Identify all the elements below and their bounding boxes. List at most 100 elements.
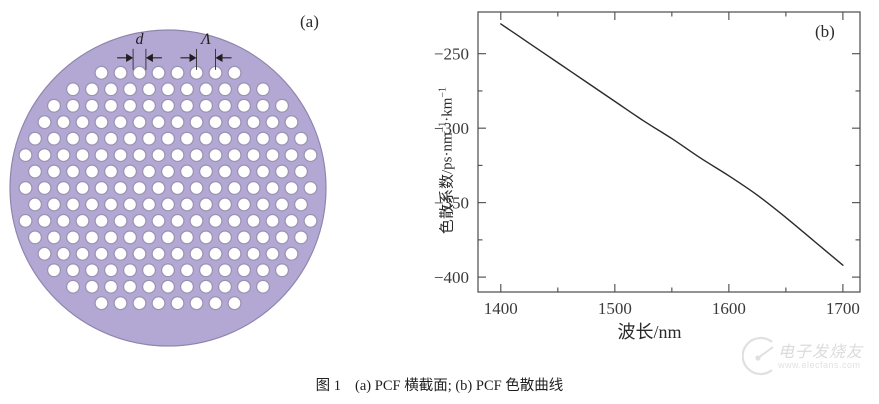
pcf-air-hole <box>37 180 52 196</box>
pcf-air-hole <box>160 263 176 278</box>
pcf-air-hole <box>103 164 119 179</box>
pcf-air-hole <box>122 131 138 146</box>
pcf-air-hole <box>246 213 261 228</box>
pcf-air-hole <box>122 263 138 278</box>
pcf-air-hole <box>141 263 157 278</box>
pcf-air-hole <box>274 164 290 179</box>
pcf-air-hole <box>151 246 166 261</box>
y-axis-tick-label: −350 <box>434 194 469 213</box>
pcf-air-hole <box>255 197 271 212</box>
watermark-url-text: www.elecfans.com <box>778 360 861 370</box>
pcf-air-hole <box>94 246 109 261</box>
pcf-air-hole <box>37 246 52 261</box>
pcf-air-hole <box>160 98 176 113</box>
pcf-air-hole <box>113 115 128 130</box>
pcf-air-hole <box>293 230 309 245</box>
pcf-air-hole <box>265 180 280 196</box>
pcf-air-hole <box>160 82 176 97</box>
pcf-air-hole <box>75 180 90 196</box>
x-axis-tick-label: 1500 <box>598 299 632 318</box>
pcf-air-hole <box>236 98 252 113</box>
pcf-air-hole <box>274 197 290 212</box>
pcf-air-hole <box>246 115 261 130</box>
pcf-air-hole <box>255 82 271 97</box>
pcf-air-hole <box>122 279 138 294</box>
pcf-air-hole <box>217 164 233 179</box>
pcf-air-hole <box>236 263 252 278</box>
dispersion-curve-plot: 1400 1500 1600 1700 −250 −300 −350 −400 <box>434 11 861 318</box>
pcf-air-hole <box>122 230 138 245</box>
pcf-air-hole <box>84 82 100 97</box>
pcf-air-hole <box>94 180 109 196</box>
pcf-air-hole <box>37 148 52 163</box>
pcf-air-hole <box>84 263 100 278</box>
pcf-air-hole <box>246 180 261 196</box>
pcf-air-hole <box>94 148 109 163</box>
pcf-air-hole <box>151 213 166 228</box>
pcf-air-hole <box>189 296 204 311</box>
pcf-air-hole <box>236 230 252 245</box>
dimension-arrow-head <box>189 53 197 63</box>
pcf-air-hole <box>208 148 223 163</box>
pcf-air-hole <box>236 82 252 97</box>
pcf-air-hole <box>217 263 233 278</box>
pcf-air-hole <box>94 65 109 80</box>
figure-caption-text: (a) PCF 横截面; (b) PCF 色散曲线 <box>355 378 564 394</box>
pcf-air-hole <box>208 213 223 228</box>
panel-b-dispersion-chart: 1400 1500 1600 1700 −250 −300 −350 −400 (b) 波长/… <box>420 0 879 360</box>
pcf-air-hole <box>293 164 309 179</box>
pcf-air-hole <box>160 164 176 179</box>
pcf-air-hole <box>75 115 90 130</box>
pcf-air-hole <box>65 98 81 113</box>
pcf-air-hole <box>46 263 62 278</box>
pcf-air-hole <box>179 98 195 113</box>
pcf-air-hole <box>303 213 318 228</box>
pcf-air-hole <box>179 230 195 245</box>
pcf-air-hole <box>132 65 147 80</box>
pcf-air-hole <box>75 213 90 228</box>
pcf-air-hole <box>103 197 119 212</box>
dimension-label-pitch: Λ <box>199 31 211 48</box>
pcf-air-hole <box>141 197 157 212</box>
pcf-air-hole <box>84 131 100 146</box>
dimension-arrow-head <box>215 53 223 63</box>
pcf-air-hole <box>46 230 62 245</box>
plot-frame <box>477 11 861 293</box>
pcf-air-hole <box>27 131 43 146</box>
pcf-air-hole <box>284 213 299 228</box>
pcf-air-hole <box>265 213 280 228</box>
pcf-air-hole <box>255 279 271 294</box>
pcf-air-hole <box>160 197 176 212</box>
y-axis-tick-label: −250 <box>434 45 469 64</box>
panel-a-label: (a) <box>300 12 319 31</box>
x-axis-tick-label: 1400 <box>484 299 518 318</box>
pcf-air-hole <box>65 82 81 97</box>
pcf-air-hole <box>236 279 252 294</box>
pcf-air-hole <box>227 65 242 80</box>
pcf-air-hole <box>208 180 223 196</box>
pcf-air-hole <box>170 65 185 80</box>
pcf-air-hole <box>103 98 119 113</box>
pcf-air-hole <box>103 230 119 245</box>
pcf-air-hole <box>198 131 214 146</box>
pcf-air-hole <box>198 230 214 245</box>
pcf-air-hole <box>217 131 233 146</box>
pcf-air-hole <box>103 263 119 278</box>
pcf-air-hole <box>274 131 290 146</box>
pcf-air-hole <box>65 263 81 278</box>
y-axis-title-exponent-1: −1 <box>437 121 449 133</box>
pcf-air-hole <box>141 230 157 245</box>
pcf-air-hole <box>179 82 195 97</box>
pcf-air-hole <box>103 279 119 294</box>
pcf-air-hole <box>217 230 233 245</box>
pcf-air-hole <box>84 197 100 212</box>
pcf-air-hole <box>132 180 147 196</box>
pcf-air-hole <box>284 148 299 163</box>
pcf-air-hole <box>65 230 81 245</box>
pcf-air-hole <box>132 148 147 163</box>
y-axis-title-main: 色散系数/ps·nm <box>439 132 456 235</box>
pcf-air-hole <box>227 246 242 261</box>
pcf-air-hole <box>265 115 280 130</box>
